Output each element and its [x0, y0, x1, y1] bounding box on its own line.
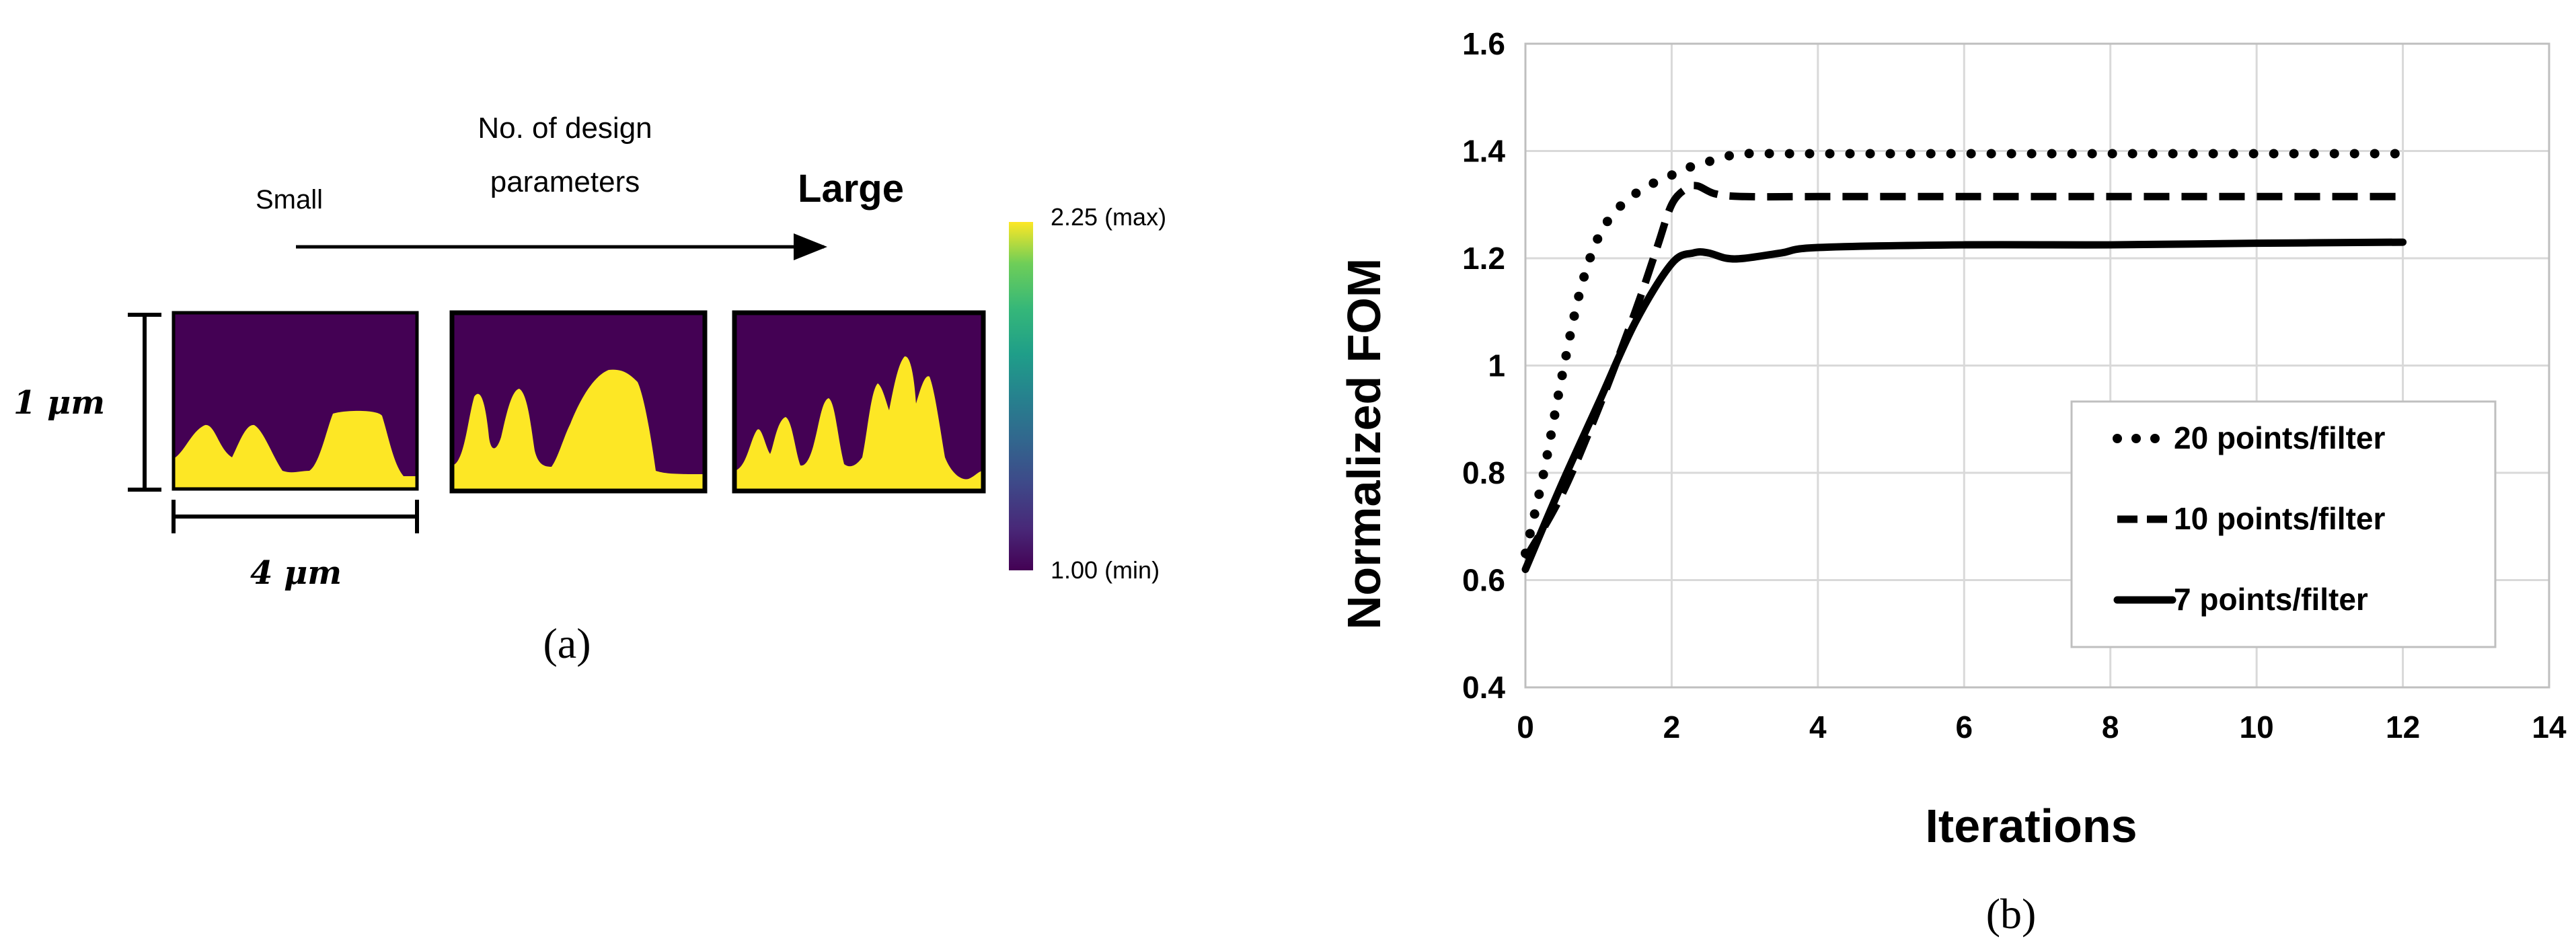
legend-box [2070, 400, 2497, 648]
y-tick-label: 1 [1488, 348, 1505, 383]
series-lines [1521, 149, 2408, 574]
y-tick-label: 0.8 [1462, 455, 1505, 490]
x-tick-label: 12 [2386, 710, 2420, 745]
y-axis-label: Normalized FOM [1338, 258, 1390, 630]
x-tick-label: 0 [1517, 710, 1534, 745]
series-line-solid [1521, 238, 2407, 574]
title-line1: No. of design [478, 112, 652, 145]
legend-items: 20 points/filter 10 points/filter 7 points… [2113, 420, 2385, 617]
x-tick-label: 8 [2102, 710, 2119, 745]
colorbar [1009, 222, 1033, 570]
colorbar-max-label: 2.25 (max) [1051, 203, 1166, 231]
x-tick-label: 4 [1809, 710, 1827, 745]
caption-b: (b) [1986, 890, 2037, 938]
legend-label: 7 points/filter [2174, 582, 2368, 617]
large-label: Large [798, 167, 904, 211]
design-map-large [732, 310, 986, 494]
y-tick-label: 0.6 [1462, 563, 1505, 598]
legend-label: 10 points/filter [2174, 501, 2385, 536]
series-line-dotted [1521, 149, 2408, 558]
x-tick-label: 10 [2240, 710, 2274, 745]
design-map-medium [449, 310, 708, 494]
design-map-small [172, 311, 419, 491]
y-tick-label: 1.2 [1462, 241, 1505, 276]
caption-a: (a) [543, 619, 591, 667]
panel-b-chart: 0 2 4 6 8 10 12 14 0.4 0.6 0.8 1 1.2 1.4 1.6 Iteratio… [1338, 26, 2567, 938]
width-label: 4 μm [250, 554, 342, 592]
y-tick-label: 1.4 [1462, 134, 1505, 169]
x-tick-label: 6 [1955, 710, 1973, 745]
y-tick-label: 0.4 [1462, 670, 1505, 705]
y-tick-labels: 0.4 0.6 0.8 1 1.2 1.4 1.6 [1462, 26, 1505, 705]
panel-a: Small No. of design parameters Large 1 μ… [13, 112, 1166, 667]
plot-area [1524, 42, 2550, 689]
legend-label: 20 points/filter [2174, 420, 2385, 455]
y-tick-label: 1.6 [1462, 26, 1505, 61]
legend: 20 points/filter 10 points/filter 7 points… [2070, 400, 2497, 648]
x-tick-labels: 0 2 4 6 8 10 12 14 [1517, 710, 2567, 745]
x-tick-label: 2 [1663, 710, 1681, 745]
title-line2: parameters [490, 165, 640, 198]
small-label: Small [256, 185, 323, 215]
colorbar-min-label: 1.00 (min) [1051, 556, 1160, 584]
x-axis-label: Iterations [1925, 800, 2137, 852]
x-tick-label: 14 [2532, 710, 2567, 745]
height-label: 1 μm [13, 384, 105, 422]
